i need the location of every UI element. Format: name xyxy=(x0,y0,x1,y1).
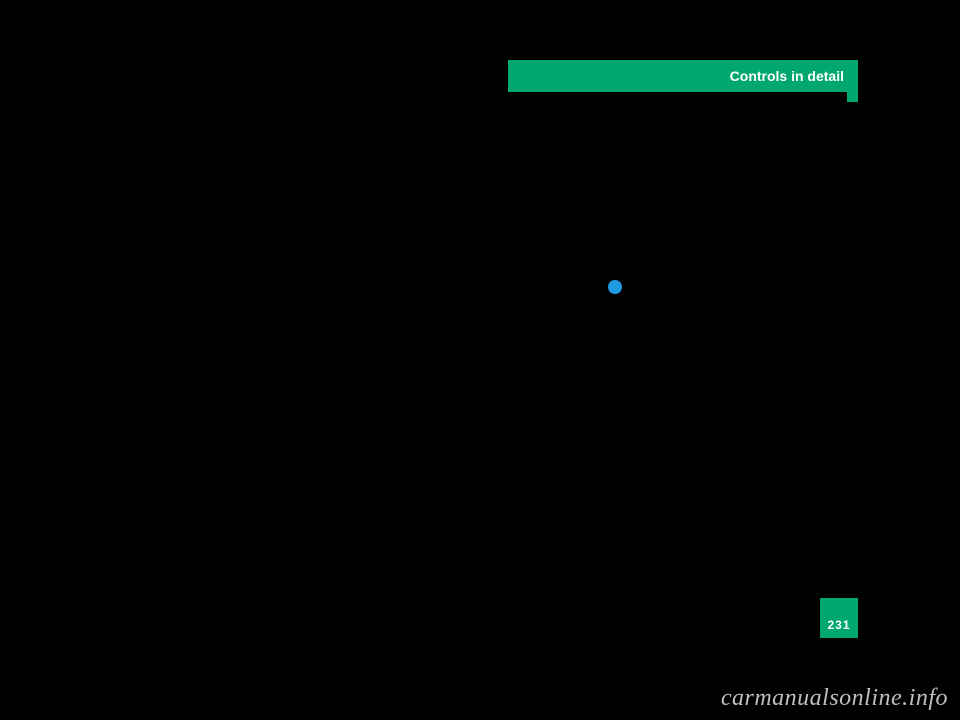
page-number-box: 231 xyxy=(820,598,858,638)
header-title: Controls in detail xyxy=(730,68,844,84)
header-tab xyxy=(847,92,858,102)
blue-dot-marker xyxy=(608,280,622,294)
watermark-text: carmanualsonline.info xyxy=(721,685,948,712)
header-bar: Controls in detail xyxy=(508,60,858,92)
page-number: 231 xyxy=(827,618,850,632)
